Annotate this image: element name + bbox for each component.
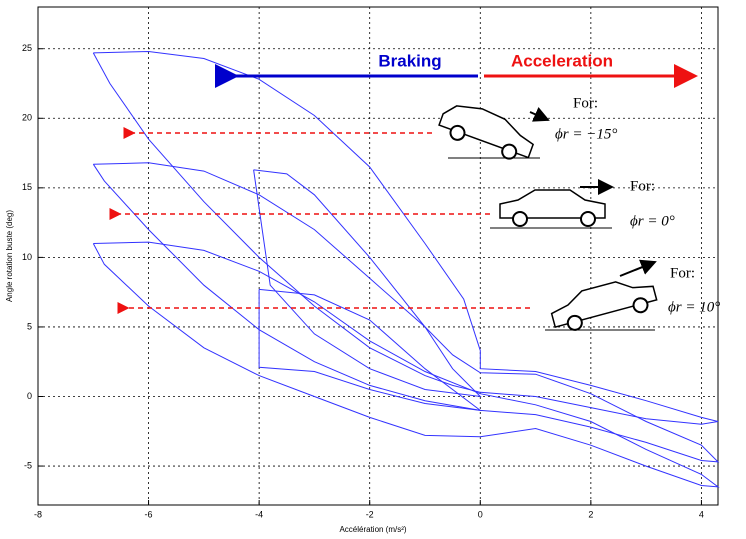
x-axis-label: Accélération (m/s²) <box>339 525 406 534</box>
for-label: For: <box>630 178 655 194</box>
y-axis-label: Angle rotation buste (deg) <box>5 210 14 302</box>
plot-area <box>38 7 718 505</box>
acceleration-label: Acceleration <box>511 51 613 70</box>
y-tick-label: 5 <box>27 321 32 331</box>
angle-label: ϕr = 10° <box>668 299 720 315</box>
y-tick-label: 25 <box>22 43 32 53</box>
y-tick-label: -5 <box>24 460 32 470</box>
braking-label: Braking <box>378 51 441 70</box>
y-tick-label: 0 <box>27 391 32 401</box>
angle-label: ϕr = −15° <box>555 126 617 142</box>
x-tick-label: -6 <box>145 509 153 519</box>
for-label: For: <box>573 95 598 111</box>
x-tick-label: -2 <box>366 509 374 519</box>
x-tick-label: -4 <box>255 509 263 519</box>
x-tick-label: 4 <box>699 509 704 519</box>
x-tick-label: -8 <box>34 509 42 519</box>
for-label: For: <box>670 265 695 281</box>
y-tick-label: 20 <box>22 113 32 123</box>
chart: -8 -6 -4 -2 0 2 4 -5 0 5 10 15 20 25 Accélération (m/… <box>0 0 746 539</box>
angle-label: ϕr = 0° <box>630 213 675 229</box>
y-tick-label: 10 <box>22 252 32 262</box>
x-tick-label: 0 <box>478 509 483 519</box>
x-tick-label: 2 <box>588 509 593 519</box>
y-tick-label: 15 <box>22 182 32 192</box>
